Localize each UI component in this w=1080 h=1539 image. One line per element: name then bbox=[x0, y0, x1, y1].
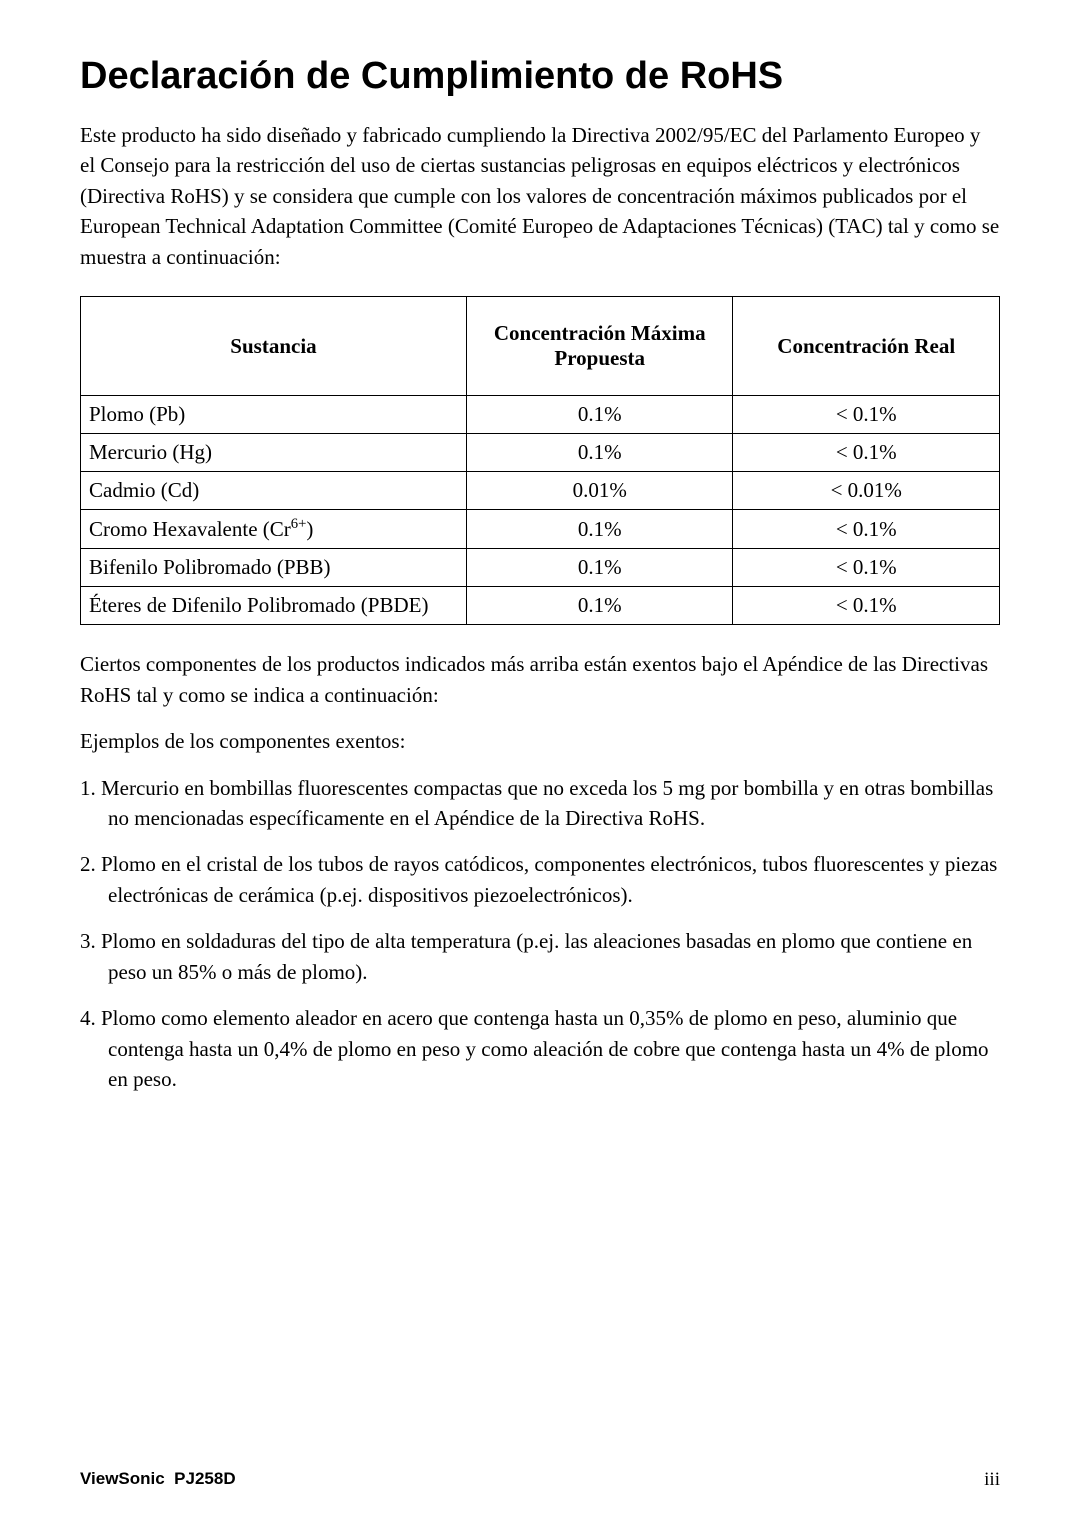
cell-actual: < 0.1% bbox=[733, 434, 1000, 472]
examples-intro: Ejemplos de los componentes exentos: bbox=[80, 726, 1000, 756]
exempt-list: 1. Mercurio en bombillas fluorescentes c… bbox=[80, 773, 1000, 1095]
footer-brand-model: ViewSonic PJ258D bbox=[80, 1469, 236, 1491]
table-row: Cadmio (Cd)0.01%< 0.01% bbox=[81, 472, 1000, 510]
cell-actual: < 0.01% bbox=[733, 472, 1000, 510]
cell-proposed: 0.1% bbox=[466, 587, 733, 625]
table-row: Cromo Hexavalente (Cr6+)0.1%< 0.1% bbox=[81, 510, 1000, 549]
table-row: Mercurio (Hg)0.1%< 0.1% bbox=[81, 434, 1000, 472]
footer-model: PJ258D bbox=[174, 1469, 235, 1488]
list-item: 3. Plomo en soldaduras del tipo de alta … bbox=[80, 926, 1000, 987]
page-footer: ViewSonic PJ258D iii bbox=[80, 1469, 1000, 1491]
cell-proposed: 0.1% bbox=[466, 396, 733, 434]
table-row: Éteres de Difenilo Polibromado (PBDE)0.1… bbox=[81, 587, 1000, 625]
intro-paragraph: Este producto ha sido diseñado y fabrica… bbox=[80, 120, 1000, 272]
cell-actual: < 0.1% bbox=[733, 587, 1000, 625]
table-row: Plomo (Pb)0.1%< 0.1% bbox=[81, 396, 1000, 434]
cell-proposed: 0.1% bbox=[466, 510, 733, 549]
cell-actual: < 0.1% bbox=[733, 396, 1000, 434]
table-header-row: Sustancia Concentración Máxima Propuesta… bbox=[81, 297, 1000, 396]
cell-substance: Cadmio (Cd) bbox=[81, 472, 467, 510]
cell-actual: < 0.1% bbox=[733, 510, 1000, 549]
cell-substance: Éteres de Difenilo Polibromado (PBDE) bbox=[81, 587, 467, 625]
list-item: 2. Plomo en el cristal de los tubos de r… bbox=[80, 849, 1000, 910]
cell-actual: < 0.1% bbox=[733, 549, 1000, 587]
list-item: 1. Mercurio en bombillas fluorescentes c… bbox=[80, 773, 1000, 834]
cell-substance: Cromo Hexavalente (Cr6+) bbox=[81, 510, 467, 549]
cell-proposed: 0.01% bbox=[466, 472, 733, 510]
cell-substance: Mercurio (Hg) bbox=[81, 434, 467, 472]
footer-brand: ViewSonic bbox=[80, 1469, 165, 1488]
header-actual: Concentración Real bbox=[733, 297, 1000, 396]
table-row: Bifenilo Polibromado (PBB)0.1%< 0.1% bbox=[81, 549, 1000, 587]
header-substance: Sustancia bbox=[81, 297, 467, 396]
list-item: 4. Plomo como elemento aleador en acero … bbox=[80, 1003, 1000, 1094]
exempt-paragraph: Ciertos componentes de los productos ind… bbox=[80, 649, 1000, 710]
cell-substance: Bifenilo Polibromado (PBB) bbox=[81, 549, 467, 587]
header-proposed: Concentración Máxima Propuesta bbox=[466, 297, 733, 396]
substances-table: Sustancia Concentración Máxima Propuesta… bbox=[80, 296, 1000, 625]
footer-page-number: iii bbox=[984, 1469, 1000, 1491]
cell-proposed: 0.1% bbox=[466, 549, 733, 587]
cell-proposed: 0.1% bbox=[466, 434, 733, 472]
page-title: Declaración de Cumplimiento de RoHS bbox=[80, 55, 1000, 98]
cell-substance: Plomo (Pb) bbox=[81, 396, 467, 434]
